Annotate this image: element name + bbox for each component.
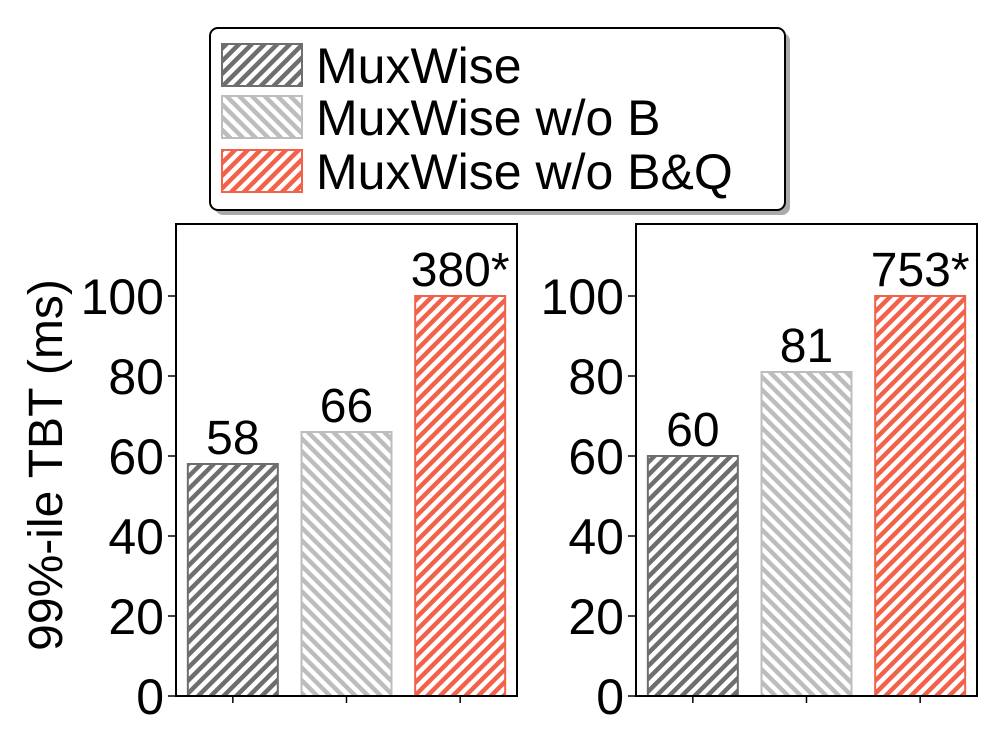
bar-muxwise-w-o-b-panel-1: [300, 431, 393, 697]
legend-swatch-muxwise-w-o-b: [221, 95, 303, 139]
y-tick-label: 80: [568, 349, 624, 405]
bar-value-label: 81: [780, 320, 833, 373]
bar-value-label: 380*: [411, 244, 510, 297]
y-tick-label: 80: [108, 349, 164, 405]
legend-swatch-muxwise-w-o-bq: [221, 149, 303, 193]
panel-frame: [175, 223, 518, 697]
bar-muxwise-panel-2: [646, 455, 739, 697]
y-tick-label: 100: [81, 269, 164, 325]
legend-label-muxwise-w-o-b: MuxWise w/o B: [316, 90, 661, 146]
panel-frame: [635, 223, 978, 697]
y-tick-label: 0: [136, 669, 164, 725]
y-tick-label: 60: [568, 429, 624, 485]
legend-swatch-muxwise: [221, 43, 303, 87]
y-tick-label: 20: [568, 589, 624, 645]
y-tick-label: 60: [108, 429, 164, 485]
legend-label-muxwise: MuxWise: [316, 38, 522, 94]
bar-muxwise-w-o-bq-panel-1: [414, 295, 507, 697]
y-axis-title: 99%-ile TBT (ms): [20, 279, 73, 651]
panel-2: 60 81 753* 0 20 40 60 80 100: [541, 223, 978, 725]
y-tick-label: 40: [108, 509, 164, 565]
bar-muxwise-panel-1: [186, 463, 279, 697]
bar-value-label: 753*: [871, 244, 970, 297]
bar-value-label: 58: [206, 412, 259, 465]
panel-1: 58 66 380* 0 20 40 60 80 100: [81, 223, 518, 725]
y-tick-label: 100: [541, 269, 624, 325]
y-tick-label: 40: [568, 509, 624, 565]
bar-muxwise-w-o-b-panel-2: [760, 371, 853, 697]
bar-value-label: 66: [320, 380, 373, 433]
bar-value-label: 60: [666, 404, 719, 457]
bar-muxwise-w-o-bq-panel-2: [874, 295, 967, 697]
y-tick-label: 20: [108, 589, 164, 645]
legend-label-muxwise-w-o-bq: MuxWise w/o B&Q: [316, 144, 733, 200]
y-tick-label: 0: [596, 669, 624, 725]
legend-box: [209, 27, 786, 211]
plot-panels: 58 66 380* 0 20 40 60 80 100 60 81 753* 0 20 40 60 80 100: [81, 223, 978, 725]
